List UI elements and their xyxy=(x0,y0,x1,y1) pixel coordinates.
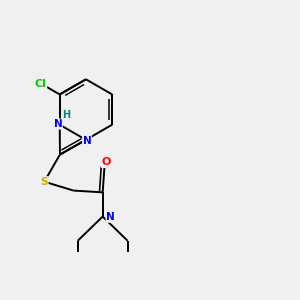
Text: Cl: Cl xyxy=(35,79,47,89)
Text: S: S xyxy=(40,177,48,187)
Text: N: N xyxy=(54,119,62,129)
Text: O: O xyxy=(102,158,111,167)
Text: N: N xyxy=(82,136,91,146)
Text: N: N xyxy=(106,212,115,222)
Text: H: H xyxy=(62,110,70,120)
